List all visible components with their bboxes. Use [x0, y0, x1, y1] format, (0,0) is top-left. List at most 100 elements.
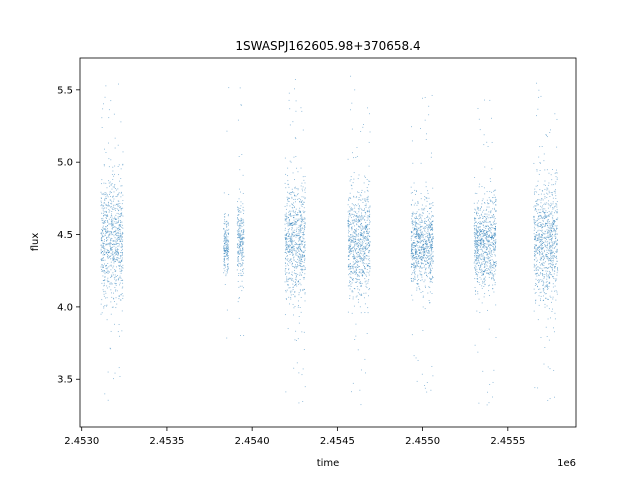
data-point — [417, 203, 419, 205]
data-point — [535, 208, 537, 209]
data-point — [484, 233, 485, 235]
data-point — [487, 262, 489, 264]
data-point — [554, 318, 556, 320]
data-point — [122, 267, 124, 269]
data-point — [224, 233, 226, 234]
data-point — [300, 211, 302, 213]
data-point — [426, 233, 428, 235]
data-point — [474, 240, 476, 242]
data-point — [478, 244, 480, 246]
data-point — [100, 238, 102, 240]
data-point — [490, 255, 491, 257]
data-point — [556, 278, 558, 280]
data-point — [287, 244, 289, 246]
data-point — [285, 219, 287, 220]
data-point — [489, 230, 491, 232]
data-point — [351, 188, 353, 190]
data-point — [101, 282, 103, 284]
data-point — [301, 216, 303, 218]
data-point — [538, 89, 540, 91]
data-point — [356, 224, 358, 226]
data-point — [113, 297, 115, 299]
data-point — [100, 205, 102, 207]
data-point — [116, 249, 118, 251]
data-point — [224, 230, 226, 232]
data-point — [291, 274, 293, 276]
data-point — [355, 269, 357, 271]
data-point — [117, 208, 119, 210]
data-point — [237, 218, 239, 220]
data-point — [227, 245, 229, 247]
data-point — [430, 248, 432, 250]
data-point — [291, 224, 293, 226]
data-point — [484, 233, 486, 235]
data-point — [538, 215, 539, 217]
data-point — [360, 258, 362, 259]
data-point — [302, 246, 304, 248]
data-point — [491, 224, 493, 226]
data-point — [300, 204, 302, 206]
data-point — [238, 317, 240, 319]
data-point — [482, 229, 484, 230]
data-point — [295, 110, 297, 112]
data-point — [354, 281, 356, 283]
data-point — [103, 270, 105, 271]
data-point — [225, 235, 227, 237]
data-point — [480, 253, 482, 255]
data-point — [369, 221, 371, 223]
data-point — [362, 243, 364, 245]
data-point — [420, 198, 422, 200]
data-point — [538, 225, 540, 227]
data-point — [494, 248, 496, 250]
data-point — [363, 273, 365, 275]
data-point — [420, 214, 422, 216]
data-point — [420, 246, 422, 248]
data-point — [474, 244, 476, 246]
data-point — [108, 280, 109, 282]
data-point — [361, 214, 362, 216]
data-point — [285, 243, 287, 245]
data-point — [415, 194, 416, 195]
data-point — [486, 232, 488, 233]
data-point — [300, 167, 302, 169]
data-point — [477, 223, 479, 225]
data-point — [556, 243, 558, 245]
data-point — [554, 242, 555, 244]
data-point — [295, 340, 297, 341]
data-point — [366, 219, 368, 221]
data-point — [299, 249, 301, 251]
data-point — [300, 236, 302, 237]
data-point — [424, 259, 425, 261]
data-point — [355, 252, 357, 254]
data-point — [554, 190, 556, 192]
data-point — [292, 240, 294, 242]
data-point — [285, 298, 287, 300]
data-point — [428, 217, 430, 219]
data-point — [369, 219, 370, 221]
data-point — [486, 233, 488, 235]
data-point — [359, 282, 361, 284]
data-point — [302, 265, 304, 267]
data-point — [348, 264, 350, 266]
data-point — [422, 213, 424, 214]
data-point — [115, 297, 117, 299]
data-point — [483, 240, 485, 242]
data-point — [350, 75, 352, 77]
data-point — [304, 267, 306, 269]
data-point — [416, 204, 418, 206]
data-point — [362, 270, 364, 272]
data-point — [238, 244, 240, 246]
data-point — [241, 250, 243, 252]
data-point — [240, 221, 242, 223]
data-point — [417, 227, 419, 229]
data-point — [485, 219, 487, 221]
data-point — [300, 229, 302, 231]
data-point — [289, 224, 290, 226]
data-point — [364, 266, 365, 268]
data-point — [116, 279, 118, 281]
data-point — [486, 247, 488, 249]
data-point — [480, 264, 482, 266]
data-point — [556, 267, 558, 269]
data-point — [540, 215, 542, 217]
data-point — [105, 205, 107, 206]
